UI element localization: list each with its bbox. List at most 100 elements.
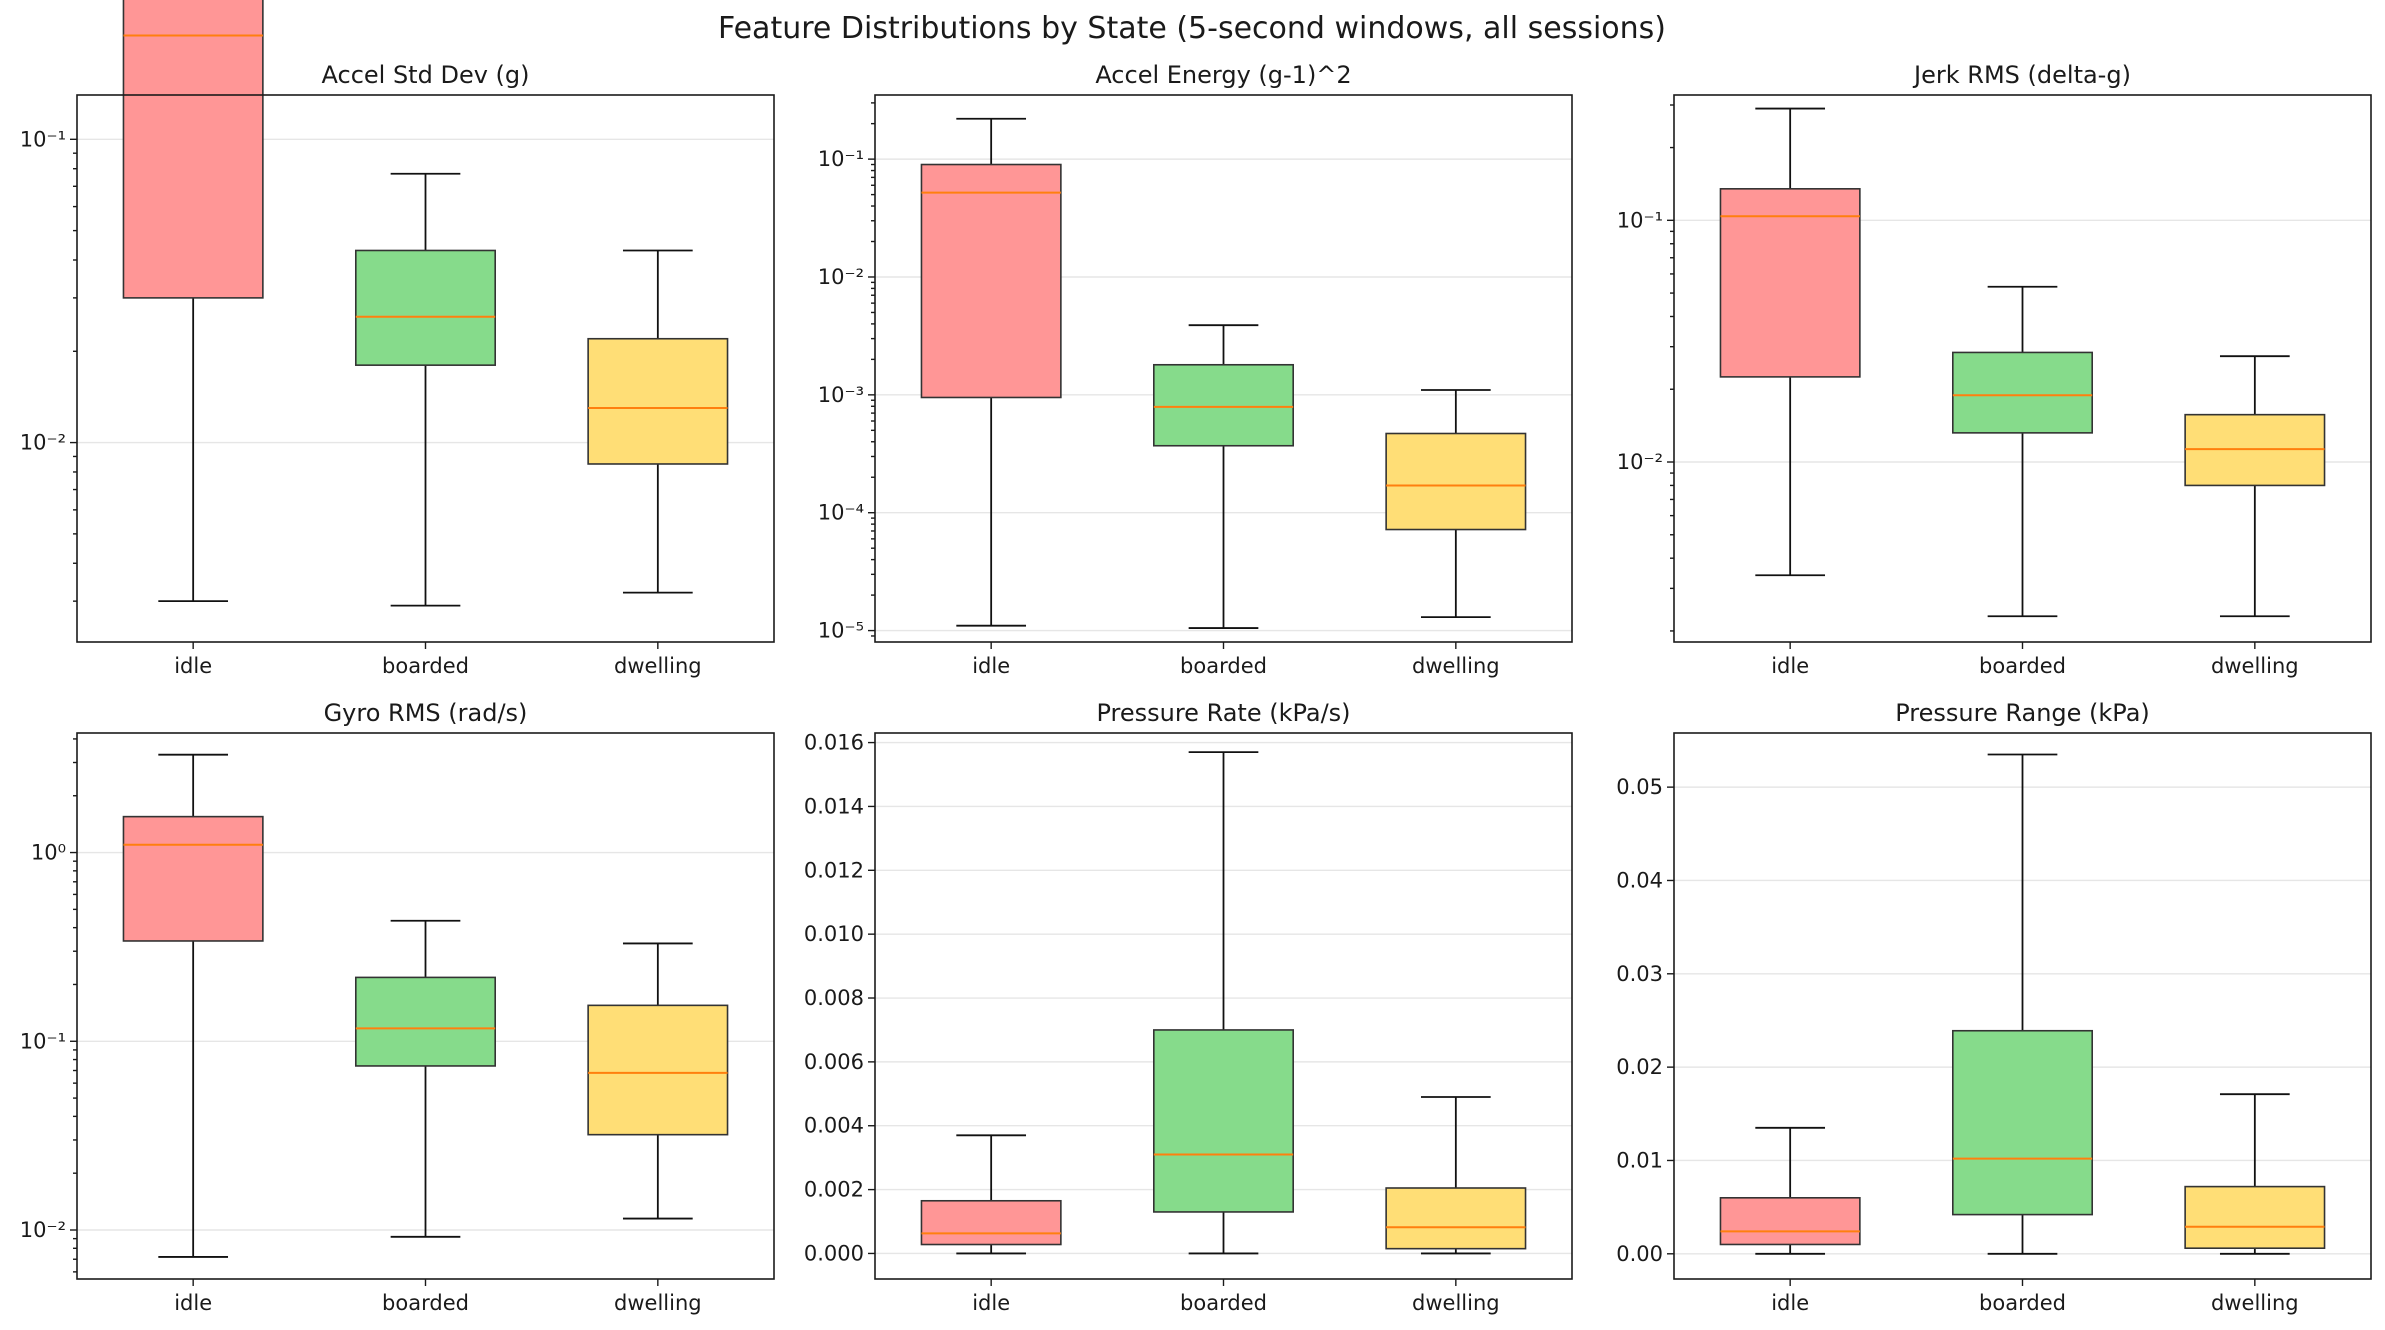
y-tick-label: 0.04: [1616, 868, 1663, 892]
box-dwelling: [2184, 1093, 2326, 1255]
iqr-box: [354, 249, 496, 366]
iqr-box: [1153, 363, 1295, 447]
y-tick-label: 10⁻²: [20, 1218, 66, 1242]
box-boarded: [1952, 753, 2094, 1255]
subplot-title: Pressure Range (kPa): [1895, 699, 2150, 727]
y-tick-label: 0.002: [804, 1178, 864, 1202]
y-tick-label: 10⁻¹: [1617, 208, 1663, 232]
box-idle: [122, 753, 264, 1258]
box-boarded: [354, 919, 496, 1238]
x-tick-label: boarded: [382, 654, 469, 678]
box-idle: [1719, 107, 1861, 577]
x-tick-label: idle: [174, 654, 212, 678]
subplot-title: Gyro RMS (rad/s): [324, 699, 528, 727]
box-boarded: [354, 172, 496, 607]
y-tick-label: 0.016: [804, 731, 864, 755]
y-tick-label: 10⁻¹: [818, 147, 864, 171]
iqr-box: [920, 1199, 1062, 1246]
subplot-0: Accel Std Dev (g) 10⁻¹ 10⁻² idle boarded dwel…: [20, 0, 775, 678]
y-tick-label: 0.006: [804, 1050, 864, 1074]
iqr-box: [1719, 188, 1861, 378]
iqr-box: [1385, 432, 1527, 531]
subplot-title: Accel Std Dev (g): [322, 61, 530, 89]
box-boarded: [1952, 285, 2094, 618]
y-tick-label: 10⁻⁴: [818, 501, 864, 525]
iqr-box: [1385, 1187, 1527, 1250]
y-tick-label: 0.012: [804, 858, 864, 882]
figure-title: Feature Distributions by State (5-second…: [718, 11, 1666, 46]
iqr-box: [122, 0, 264, 299]
iqr-box: [1952, 1029, 2094, 1216]
axes-frame: [874, 732, 1573, 1280]
iqr-box: [1952, 351, 2094, 434]
subplot-1: Accel Energy (g-1)^2 10⁻¹ 10⁻² 10⁻³ 10⁻⁴ 10⁻⁵…: [818, 61, 1573, 678]
y-tick-label: 0.01: [1616, 1148, 1663, 1172]
box-idle: [920, 117, 1062, 627]
y-tick-label: 0.000: [804, 1241, 864, 1265]
x-tick-label: dwelling: [614, 654, 702, 678]
box-dwelling: [1385, 389, 1527, 619]
x-tick-label: idle: [174, 1291, 212, 1315]
iqr-box: [587, 1004, 729, 1136]
x-tick-label: boarded: [1979, 1291, 2066, 1315]
iqr-box: [920, 163, 1062, 399]
subplot-4: Pressure Rate (kPa/s) 0.000 0.002 0.004 0.00…: [804, 699, 1573, 1315]
box-boarded: [1153, 751, 1295, 1255]
subplot-grid: Accel Std Dev (g) 10⁻¹ 10⁻² idle boarded dwel…: [20, 0, 2372, 1315]
subplot-5: Pressure Range (kPa) 0.00 0.01 0.02 0.03 0.04…: [1616, 699, 2372, 1315]
y-tick-label: 10⁻²: [20, 431, 66, 455]
iqr-box: [587, 337, 729, 465]
y-tick-label: 0.014: [804, 794, 864, 818]
y-tick-label: 0.008: [804, 986, 864, 1010]
y-tick-label: 0.00: [1616, 1242, 1663, 1266]
x-tick-label: boarded: [382, 1291, 469, 1315]
iqr-box: [1719, 1197, 1861, 1246]
subplot-title: Accel Energy (g-1)^2: [1095, 61, 1351, 89]
x-tick-label: idle: [1771, 654, 1809, 678]
axes-frame: [1673, 94, 2372, 643]
x-tick-label: boarded: [1979, 654, 2066, 678]
axes-frame: [76, 94, 775, 643]
y-tick-label: 0.004: [804, 1114, 864, 1138]
iqr-box: [1153, 1029, 1295, 1213]
x-tick-label: idle: [972, 654, 1010, 678]
x-tick-label: dwelling: [2211, 1291, 2299, 1315]
y-tick-label: 10⁻¹: [20, 127, 66, 151]
y-tick-label: 10⁻²: [1617, 450, 1663, 474]
subplot-2: Jerk RMS (delta-g) 10⁻¹ 10⁻² idle boarded dwe…: [1617, 61, 2372, 678]
y-tick-label: 10⁻⁵: [818, 619, 864, 643]
y-tick-label: 0.02: [1616, 1055, 1663, 1079]
axes-frame: [1673, 732, 2372, 1280]
subplot-3: Gyro RMS (rad/s) 10⁰ 10⁻¹ 10⁻² idle boarded dw…: [20, 699, 775, 1315]
x-tick-label: idle: [972, 1291, 1010, 1315]
box-boarded: [1153, 324, 1295, 629]
y-tick-label: 0.05: [1616, 775, 1663, 799]
box-dwelling: [587, 249, 729, 594]
axes-frame: [76, 732, 775, 1280]
box-idle: [920, 1134, 1062, 1255]
y-tick-label: 10⁻²: [818, 265, 864, 289]
subplot-title: Jerk RMS (delta-g): [1912, 61, 2131, 89]
subplot-title: Pressure Rate (kPa/s): [1096, 699, 1350, 727]
x-tick-label: boarded: [1180, 654, 1267, 678]
y-tick-label: 0.010: [804, 922, 864, 946]
y-tick-label: 10⁻³: [818, 383, 864, 407]
x-tick-label: dwelling: [1412, 654, 1500, 678]
box-idle: [122, 0, 264, 603]
box-dwelling: [1385, 1096, 1527, 1255]
y-tick-label: 0.03: [1616, 962, 1663, 986]
box-idle: [1719, 1126, 1861, 1255]
iqr-box: [122, 815, 264, 942]
iqr-box: [354, 976, 496, 1067]
x-tick-label: dwelling: [1412, 1291, 1500, 1315]
box-dwelling: [587, 942, 729, 1220]
y-tick-label: 10⁻¹: [20, 1029, 66, 1053]
axes-frame: [874, 94, 1573, 643]
x-tick-label: idle: [1771, 1291, 1809, 1315]
iqr-box: [2184, 1185, 2326, 1249]
x-tick-label: dwelling: [614, 1291, 702, 1315]
x-tick-label: boarded: [1180, 1291, 1267, 1315]
box-dwelling: [2184, 355, 2326, 618]
y-tick-label: 10⁰: [31, 841, 66, 865]
